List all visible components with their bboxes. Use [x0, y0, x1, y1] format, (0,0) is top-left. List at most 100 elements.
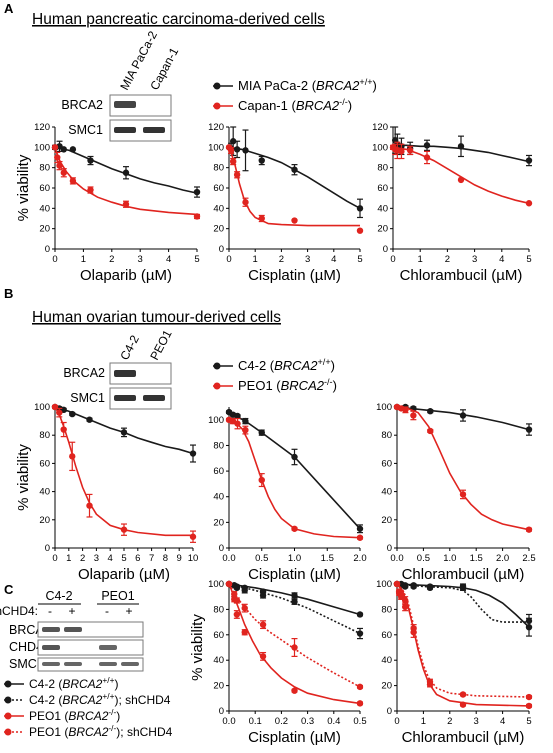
blot-a-band-smc1-2 — [143, 127, 165, 133]
legend-label-tail: ); shCHD4 — [114, 693, 170, 707]
y-tick-label: 120 — [372, 122, 388, 133]
legend-label-tail: ) — [331, 358, 335, 373]
legend-b: C4-2 (BRCA2+/+)PEO1 (BRCA2-/-) — [213, 357, 337, 393]
data-point — [122, 201, 130, 208]
data-point — [291, 598, 298, 605]
data-point — [356, 700, 364, 707]
data-point — [356, 611, 364, 618]
legend-label-genotype: +/+ — [359, 77, 372, 87]
blot-c-box-1 — [37, 621, 144, 638]
blot-a-row-1: BRCA2 — [61, 98, 103, 112]
data-point — [525, 693, 533, 701]
legend-a: MIA PaCa-2 (BRCA2+/+)Capan-1 (BRCA2-/-) — [213, 77, 377, 113]
data-point — [410, 625, 417, 632]
data-point — [225, 580, 233, 588]
x-tick-label: 0.1 — [249, 716, 262, 727]
y-tick-label: 20 — [213, 681, 224, 692]
x-tick-label: 9 — [177, 553, 182, 564]
series-curve — [228, 411, 361, 530]
x-tick-label: 2 — [279, 254, 284, 265]
legend-label-genotype: +/+ — [317, 357, 330, 367]
y-tick-label: 40 — [381, 487, 392, 498]
x-tick-label: 4 — [500, 716, 505, 727]
y-tick-label: 0 — [219, 706, 224, 717]
y-tick-label: 60 — [213, 630, 224, 641]
data-point — [258, 476, 265, 484]
y-tick-label: 40 — [213, 203, 224, 214]
data-point — [241, 604, 248, 612]
data-point — [193, 213, 201, 220]
blot-a-row-2: SMC1 — [68, 123, 103, 137]
data-point — [525, 200, 533, 207]
y-tick-label: 80 — [213, 163, 224, 174]
legend-label-base: PEO1 ( — [238, 378, 281, 393]
x-tick-label: 5 — [194, 254, 199, 265]
blot-b-band-smc1-1 — [114, 395, 136, 401]
blot-b-band-brca2 — [114, 370, 136, 377]
y-axis-label: % viability — [189, 614, 206, 681]
x-tick-label: 0 — [52, 553, 57, 564]
x-tick-label: 0 — [390, 254, 395, 265]
legend-label-tail: ); shCHD4 — [116, 725, 172, 739]
legend-label-tail: ) — [348, 98, 352, 113]
legend-label: PEO1 (BRCA2-/-) — [29, 707, 120, 723]
series-curve — [228, 146, 361, 210]
x-tick-label: 0.0 — [222, 716, 235, 727]
x-tick-label: 2 — [447, 716, 452, 727]
legend-label-gene: BRCA2 — [62, 693, 102, 707]
x-tick-label: 2.0 — [353, 553, 366, 564]
blot-c-sign-2: + — [68, 604, 75, 618]
y-tick-label: 120 — [34, 122, 50, 133]
y-tick-label: 0 — [219, 543, 224, 554]
x-tick-label: 5 — [526, 716, 531, 727]
legend-label-base: Capan-1 ( — [238, 98, 296, 113]
y-tick-label: 40 — [39, 487, 50, 498]
legend-label-gene: BRCA2 — [316, 78, 360, 93]
data-point — [69, 146, 77, 153]
legend-label-base: PEO1 ( — [29, 709, 68, 723]
data-point — [525, 426, 533, 433]
data-point — [233, 146, 241, 153]
y-tick-label: 80 — [213, 440, 224, 451]
y-tick-label: 20 — [377, 224, 388, 235]
y-tick-label: 20 — [39, 224, 50, 235]
data-point — [423, 142, 431, 149]
y-tick-label: 60 — [213, 466, 224, 477]
x-tick-label: 3 — [305, 254, 310, 265]
data-point — [459, 491, 467, 498]
x-tick-label: 1.5 — [321, 553, 334, 564]
x-tick-label: 7 — [149, 553, 154, 564]
blot-c-band-smc1-2 — [64, 662, 82, 666]
x-tick-label: 3 — [474, 716, 479, 727]
data-point — [457, 176, 465, 184]
x-tick-label: 4 — [331, 254, 336, 265]
y-tick-label: 100 — [208, 415, 224, 426]
legend-label-gene: BRCA2 — [68, 725, 108, 739]
legend-label-tail: ) — [373, 78, 377, 93]
y-tick-label: 20 — [213, 224, 224, 235]
x-tick-label: 8 — [163, 553, 168, 564]
x-tick-label: 1 — [253, 254, 258, 265]
x-tick-label: 4 — [166, 254, 171, 265]
blot-c-row-3: SMC1 — [9, 657, 44, 671]
data-point — [56, 409, 63, 416]
data-point — [258, 429, 265, 436]
y-tick-label: 0 — [219, 244, 224, 255]
data-point — [291, 166, 298, 173]
legend-swatch-marker — [4, 680, 12, 688]
data-point — [60, 169, 68, 176]
series-curve — [396, 406, 530, 531]
data-point — [459, 412, 467, 419]
y-tick-label: 100 — [376, 402, 392, 413]
data-point — [402, 406, 409, 414]
data-point — [69, 177, 77, 185]
blot-c-band-smc1-3 — [99, 662, 117, 666]
legend-label-gene: BRCA2 — [274, 358, 318, 373]
data-point — [69, 453, 76, 460]
series-curve — [54, 406, 193, 537]
data-point — [233, 597, 241, 604]
y-axis-label: % viability — [15, 154, 32, 221]
blot-a-lane-2: Capan-1 — [147, 45, 181, 93]
